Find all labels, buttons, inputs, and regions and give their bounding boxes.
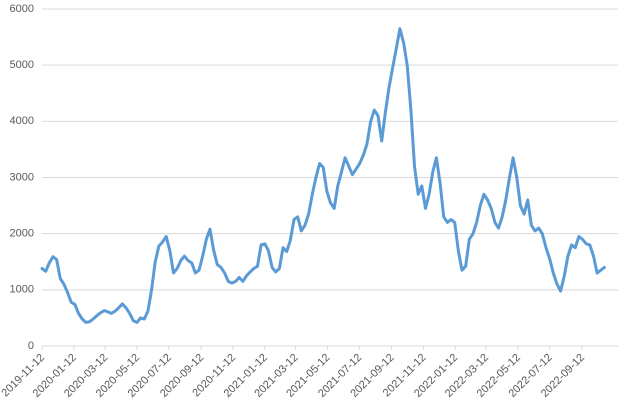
y-tick-label: 5000	[10, 59, 34, 71]
y-tick-label: 0	[28, 340, 34, 352]
y-tick-label: 2000	[10, 228, 34, 240]
y-axis: 0 1000 2000 3000 4000 5000 6000	[10, 3, 34, 352]
series-group	[40, 27, 606, 324]
x-axis: 2019-11-122020-01-122020-03-122020-05-12…	[0, 346, 587, 400]
y-tick-label: 1000	[10, 284, 34, 296]
gridlines	[42, 8, 618, 347]
y-tick-label: 6000	[10, 3, 34, 15]
y-tick-label: 3000	[10, 171, 34, 183]
series-line	[40, 27, 606, 324]
y-tick-label: 4000	[10, 115, 34, 127]
